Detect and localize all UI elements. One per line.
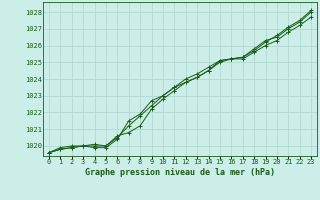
X-axis label: Graphe pression niveau de la mer (hPa): Graphe pression niveau de la mer (hPa): [85, 168, 275, 177]
